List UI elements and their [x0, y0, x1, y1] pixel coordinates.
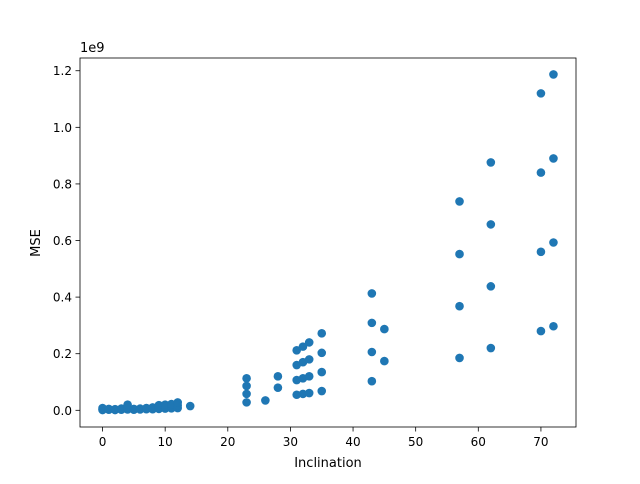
data-point: [242, 398, 251, 407]
y-tick-label: 0.8: [53, 177, 72, 191]
data-point: [536, 326, 546, 336]
y-tick-label: 1.2: [53, 64, 72, 78]
data-point: [242, 389, 251, 399]
y-ticks: 0.0 0.2 0.4 0.6 0.8 1.0 1.2: [53, 64, 80, 418]
data-point: [536, 168, 546, 177]
data-point: [549, 238, 558, 247]
x-tick-label: 50: [408, 435, 423, 449]
data-point: [273, 383, 283, 392]
data-point: [380, 324, 389, 334]
data-point: [242, 374, 251, 383]
data-point: [123, 400, 132, 409]
data-point: [317, 386, 327, 396]
data-point: [486, 220, 496, 229]
data-point: [304, 372, 314, 381]
data-point: [486, 158, 496, 167]
data-point: [455, 197, 464, 206]
data-point: [486, 282, 496, 291]
data-point: [129, 404, 139, 414]
y-tick-label: 0.0: [53, 404, 72, 418]
data-point: [549, 321, 558, 331]
data-point: [304, 388, 314, 398]
data-point: [380, 356, 389, 366]
data-point: [536, 247, 546, 257]
y-tick-label: 0.6: [53, 234, 72, 248]
data-point: [367, 289, 377, 298]
data-point: [242, 381, 251, 391]
data-point: [304, 355, 314, 364]
plot-frame: [79, 57, 577, 428]
x-tick-label: 70: [533, 435, 548, 449]
x-tick-label: 20: [220, 435, 235, 449]
data-point: [173, 398, 182, 407]
data-point: [292, 390, 301, 400]
points-layer: [98, 70, 558, 415]
x-ticks: 0 10 20 30 40 50 60 70: [99, 427, 549, 449]
data-point: [317, 329, 327, 338]
data-point: [367, 347, 377, 357]
x-tick-label: 60: [471, 435, 486, 449]
data-point: [298, 342, 308, 351]
y-tick-label: 0.4: [53, 291, 72, 305]
data-point: [536, 89, 546, 98]
data-point: [549, 70, 558, 79]
data-point: [185, 401, 195, 411]
data-point: [317, 367, 327, 377]
data-point: [261, 396, 270, 405]
data-point: [273, 372, 283, 381]
data-point: [317, 348, 327, 358]
data-point: [298, 389, 308, 399]
x-tick-label: 0: [99, 435, 107, 449]
x-axis-label: Inclination: [294, 456, 362, 471]
data-point: [110, 404, 120, 414]
y-offset-label: 1e9: [80, 41, 105, 56]
data-point: [304, 338, 314, 347]
y-axis-label: MSE: [29, 229, 44, 257]
y-tick-label: 0.2: [53, 347, 72, 361]
x-tick-label: 40: [345, 435, 360, 449]
data-point: [117, 404, 126, 413]
x-tick-label: 30: [283, 435, 298, 449]
data-point: [549, 154, 558, 163]
data-point: [486, 343, 496, 353]
data-point: [135, 404, 145, 413]
data-point: [455, 301, 464, 311]
x-tick-label: 10: [158, 435, 173, 449]
y-tick-label: 1.0: [53, 121, 72, 135]
data-point: [455, 353, 464, 363]
data-point: [455, 249, 464, 259]
data-point: [367, 318, 377, 328]
data-point: [292, 346, 301, 355]
data-point: [367, 376, 377, 386]
